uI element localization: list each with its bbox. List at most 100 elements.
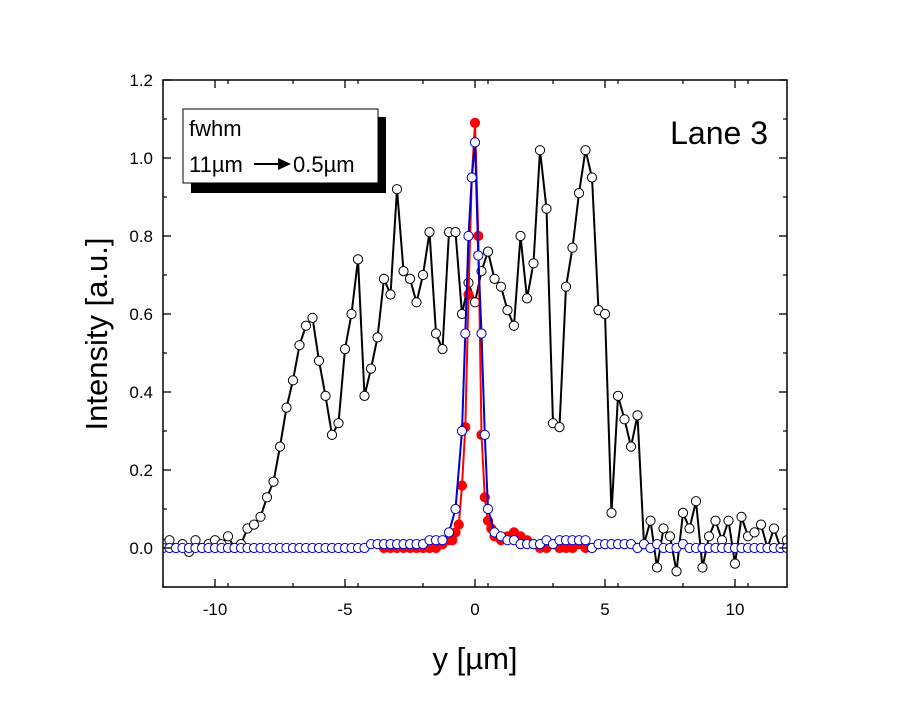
y-axis-label: Intensity [a.u.]: [79, 238, 114, 431]
series-0-point: [684, 523, 695, 534]
series-0-point: [261, 492, 273, 503]
series-0-point: [690, 496, 702, 507]
series-0-point: [333, 418, 344, 429]
y-tick-label: 1.2: [129, 71, 153, 90]
series-0-point: [645, 515, 656, 526]
series-0-point: [365, 363, 377, 374]
series-0-point: [222, 531, 234, 542]
series-0-point: [411, 297, 422, 308]
series-0-point: [619, 414, 630, 425]
series-0-point: [274, 441, 286, 452]
series-0-point: [508, 320, 520, 331]
series-0-point: [339, 344, 351, 355]
series-0-point: [385, 289, 396, 300]
legend-to-value: 0.5µm: [293, 152, 355, 177]
series-0-point: [658, 523, 669, 534]
series-0-point: [729, 558, 741, 569]
series-2-point: [476, 328, 487, 339]
series-0-point: [502, 305, 513, 316]
series-0-point: [768, 523, 780, 534]
x-tick-label: 10: [726, 600, 745, 619]
series-0-point: [651, 562, 663, 573]
series-2-point: [479, 429, 490, 440]
series-0-point: [307, 312, 318, 323]
legend-arrow-head: [278, 158, 291, 170]
series-0-point: [625, 441, 637, 452]
series-1-point: [463, 289, 474, 300]
fwhm-legend-box: fwhm 11µm 0.5µm: [182, 108, 386, 193]
y-tick-label: 0.8: [129, 227, 153, 246]
series-0-point: [599, 308, 611, 320]
x-tick-label: 0: [470, 600, 479, 619]
series-0-point: [430, 328, 442, 339]
x-axis-label: y [µm]: [432, 641, 517, 676]
series-0-point: [495, 281, 507, 292]
series-0-point: [632, 410, 643, 421]
series-1-point: [456, 480, 468, 491]
series-0-point: [521, 293, 533, 304]
series-0-point: [573, 188, 585, 199]
series-0-point: [749, 527, 760, 538]
series-0-point: [248, 519, 260, 530]
series-2-point: [466, 172, 477, 183]
series-2-point: [460, 328, 471, 339]
series-0-point: [567, 242, 578, 253]
series-0-point: [697, 562, 708, 573]
series-0-point: [736, 511, 747, 522]
series-0-point: [255, 511, 266, 522]
series-0-point: [703, 531, 715, 542]
series-0-point: [417, 269, 429, 281]
series-0-point: [300, 320, 312, 331]
y-tick-label: 0.4: [129, 383, 153, 402]
series-0-point: [528, 258, 539, 269]
series-0-point: [424, 227, 435, 238]
series-0-point: [326, 429, 338, 440]
series-0-point: [541, 203, 552, 214]
series-2-point: [473, 250, 484, 261]
y-tick-label: 1.0: [129, 149, 153, 168]
series-0-point: [671, 566, 682, 577]
legend-frame: [182, 108, 379, 184]
series-0-point: [313, 355, 325, 366]
series-0-point: [755, 519, 767, 530]
series-0-point: [560, 281, 572, 292]
series-0-point: [404, 273, 416, 284]
series-0-point: [398, 266, 409, 277]
series-0-point: [554, 422, 565, 433]
series-2-point: [463, 230, 474, 242]
series-2-point: [443, 527, 455, 538]
x-tick-label: -10: [203, 600, 228, 619]
series-0-point: [489, 273, 500, 284]
series-2-point: [482, 503, 494, 515]
series-1-point: [453, 519, 464, 530]
legend-from-value: 11µm: [189, 152, 243, 177]
series-0-point: [664, 531, 676, 542]
series-0-point: [482, 246, 494, 257]
series-0-point: [346, 308, 357, 320]
series-0-point: [469, 297, 481, 308]
series-0-point: [450, 227, 461, 238]
series-0-point: [723, 515, 734, 526]
lane-annotation: Lane 3: [670, 115, 768, 151]
series-2-point: [580, 535, 591, 546]
y-tick-label: 0.0: [129, 539, 153, 558]
series-2-point: [437, 535, 448, 546]
x-tick-label: -5: [337, 600, 352, 619]
series-0-point: [710, 515, 721, 526]
series-0-point: [352, 254, 364, 265]
series-0-point: [268, 476, 279, 487]
series-0-point: [580, 145, 591, 156]
y-tick-label: 0.2: [129, 461, 153, 480]
series-0-point: [586, 172, 598, 183]
series-0-point: [372, 332, 383, 343]
y-tick-label: 0.6: [129, 305, 153, 324]
series-0-point: [294, 340, 305, 351]
series-0-point: [437, 344, 448, 355]
series-0-point: [677, 507, 689, 519]
legend-title: fwhm: [189, 116, 242, 141]
series-0-point: [359, 390, 370, 401]
series-0-point: [320, 390, 331, 401]
series-0-point: [534, 145, 546, 156]
